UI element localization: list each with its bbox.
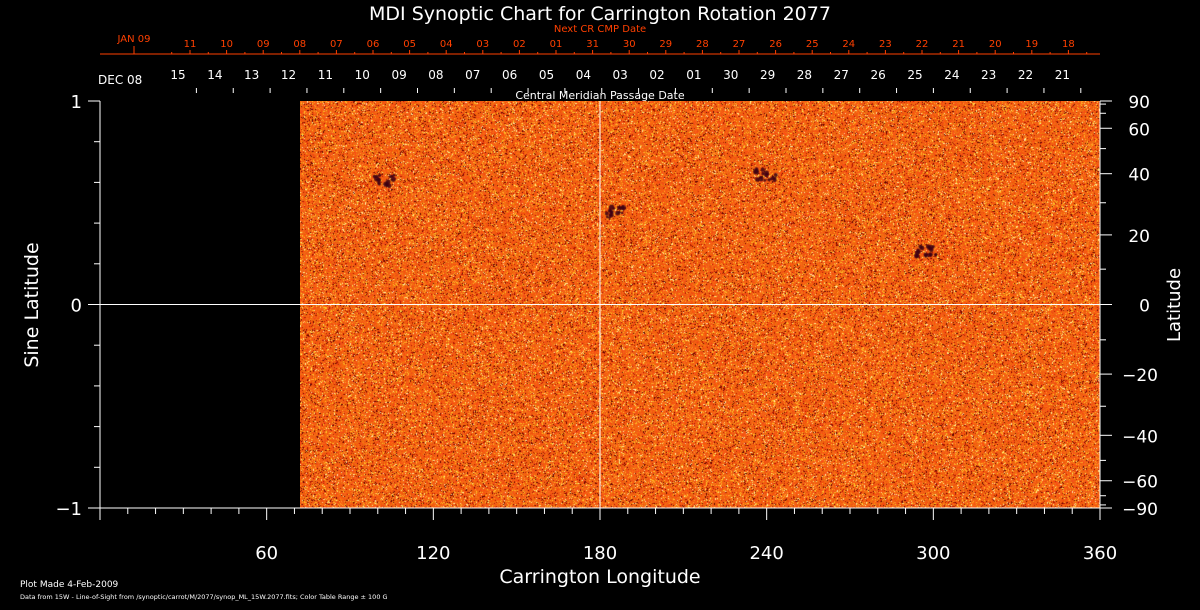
y-tick-label-left: −1 — [55, 499, 82, 520]
x-tick-label: 120 — [416, 543, 450, 564]
next-cr-date-label: 26 — [769, 39, 782, 50]
cmp-date-label: 14 — [207, 68, 222, 82]
next-cr-date-label: 04 — [440, 39, 453, 50]
y-tick-label-left: 0 — [71, 296, 82, 317]
y-tick-label-right: −40 — [1122, 427, 1158, 447]
next-cr-date-label: 08 — [293, 39, 306, 50]
next-cr-date-label: 02 — [513, 39, 526, 50]
next-cr-date-label: 18 — [1062, 39, 1075, 50]
cmp-date-label: 07 — [465, 68, 480, 82]
x-tick-label: 180 — [583, 543, 617, 564]
cmp-date-label: 11 — [318, 68, 333, 82]
next-cr-date-label: 06 — [367, 39, 380, 50]
next-cr-date-label: 23 — [879, 39, 892, 50]
cmp-date-label: 27 — [834, 68, 849, 82]
next-cr-date-label: 29 — [659, 39, 672, 50]
next-cr-date-label: 28 — [696, 39, 709, 50]
next-cr-axis-title: Next CR CMP Date — [554, 24, 646, 35]
cmp-date-label: 02 — [649, 68, 664, 82]
y-axis-label-right: Latitude — [1164, 268, 1185, 342]
y-axis-label-left: Sine Latitude — [21, 242, 43, 367]
next-cr-date-label: 10 — [220, 39, 233, 50]
y-tick-label-right: −20 — [1122, 366, 1158, 386]
next-cr-date-label: 27 — [733, 39, 746, 50]
plot-made-label: Plot Made 4-Feb-2009 — [20, 580, 119, 590]
cmp-date-label: 08 — [428, 68, 443, 82]
next-cr-date-label: 03 — [476, 39, 489, 50]
cmp-date-label: 22 — [1018, 68, 1033, 82]
y-tick-label-right: 90 — [1128, 93, 1150, 113]
cmp-date-label: 04 — [576, 68, 591, 82]
next-cr-date-label: 07 — [330, 39, 343, 50]
chart-title: MDI Synoptic Chart for Carrington Rotati… — [369, 3, 831, 25]
cmp-date-label: 06 — [502, 68, 517, 82]
cmp-date-label: 23 — [981, 68, 996, 82]
cmp-date-label: 13 — [244, 68, 259, 82]
cmp-date-label: 29 — [760, 68, 775, 82]
chart-axes — [88, 46, 1112, 520]
next-cr-month-label: JAN 09 — [117, 34, 151, 45]
cmp-axis-title: Central Meridian Passage Date — [515, 89, 684, 102]
x-tick-label: 240 — [749, 543, 783, 564]
cmp-date-label: 10 — [355, 68, 370, 82]
next-cr-date-label: 01 — [550, 39, 563, 50]
cmp-date-label: 09 — [391, 68, 406, 82]
cmp-date-label: 26 — [871, 68, 886, 82]
y-tick-label-left: 1 — [71, 92, 82, 113]
cmp-date-label: 03 — [613, 68, 628, 82]
next-cr-date-label: 05 — [403, 39, 416, 50]
x-axis-label: Carrington Longitude — [499, 566, 700, 588]
y-tick-label-right: 20 — [1128, 227, 1150, 247]
next-cr-date-label: 25 — [806, 39, 819, 50]
y-tick-label-right: −90 — [1122, 500, 1158, 520]
next-cr-date-label: 19 — [1025, 39, 1038, 50]
data-source-label: Data from 15W - Line-of-Sight from /syno… — [20, 593, 388, 601]
next-cr-date-label: 20 — [989, 39, 1002, 50]
cmp-month-label: DEC 08 — [98, 73, 142, 87]
y-tick-label-right: −60 — [1122, 473, 1158, 493]
next-cr-date-label: 21 — [952, 39, 965, 50]
next-cr-date-label: 30 — [623, 39, 636, 50]
cmp-date-label: 12 — [281, 68, 296, 82]
cmp-date-label: 30 — [723, 68, 738, 82]
cmp-date-label: 21 — [1055, 68, 1070, 82]
next-cr-date-label: 24 — [842, 39, 855, 50]
chart-text: 60 120 180 240 300 36010−1906040200−20−40−60−… — [21, 3, 1185, 588]
next-cr-date-label: 22 — [916, 39, 929, 50]
x-tick-label: 300 — [916, 543, 950, 564]
cmp-date-label: 05 — [539, 68, 554, 82]
y-tick-label-right: 40 — [1128, 166, 1150, 186]
x-tick-label: 60 — [255, 543, 278, 564]
y-tick-label-right: 0 — [1139, 297, 1150, 317]
cmp-date-label: 24 — [944, 68, 959, 82]
next-cr-date-label: 11 — [184, 39, 197, 50]
x-tick-label: 360 — [1083, 543, 1117, 564]
cmp-date-label: 28 — [797, 68, 812, 82]
next-cr-date-label: 31 — [586, 39, 599, 50]
y-tick-label-right: 60 — [1128, 120, 1150, 140]
cmp-date-label: 25 — [907, 68, 922, 82]
next-cr-date-label: 09 — [257, 39, 270, 50]
cmp-date-label: 01 — [686, 68, 701, 82]
cmp-date-label: 15 — [170, 68, 185, 82]
